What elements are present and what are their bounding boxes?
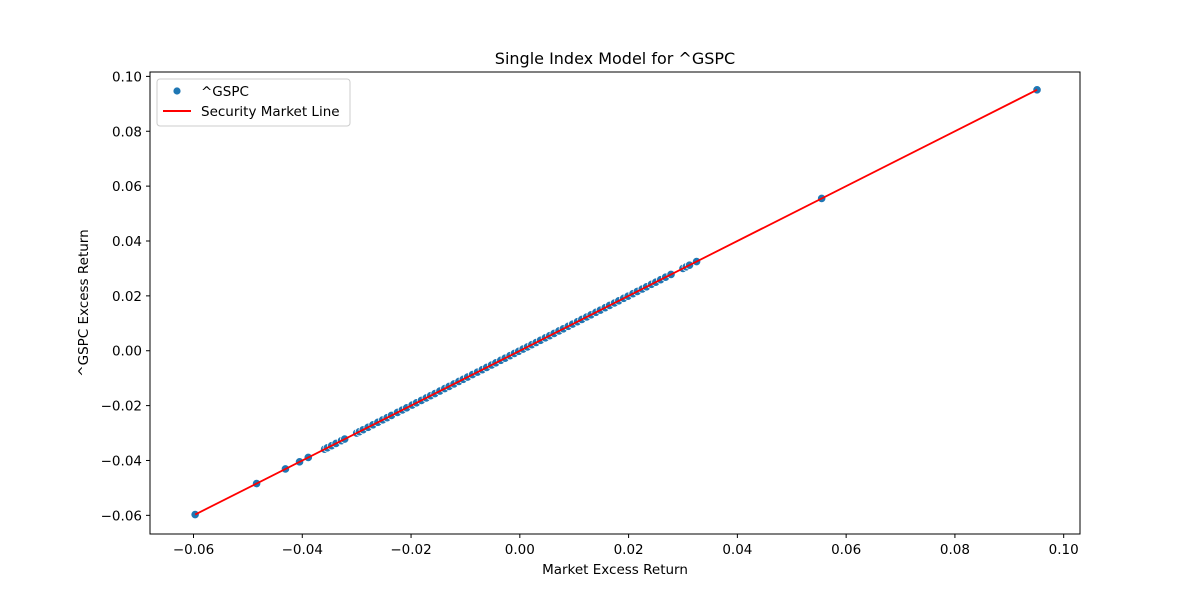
y-tick-label: 0.08: [112, 124, 142, 140]
y-tick-label: 0.00: [112, 344, 142, 360]
x-tick-label: −0.02: [390, 542, 431, 558]
x-tick-label: 0.06: [831, 542, 861, 558]
chart-title: Single Index Model for ^GSPC: [495, 49, 735, 68]
y-tick-label: −0.06: [101, 508, 142, 524]
legend-marker-gspc: [172, 86, 182, 96]
x-tick-label: 0.10: [1049, 542, 1079, 558]
legend-label-security-market-line: Security Market Line: [201, 104, 340, 120]
x-tick-label: 0.08: [940, 542, 970, 558]
x-tick-label: −0.06: [173, 542, 214, 558]
security-market-line: [194, 89, 1038, 516]
legend-box: [156, 78, 351, 127]
y-tick-label: 0.10: [112, 69, 142, 85]
scatter-point: [1032, 85, 1042, 95]
x-axis: −0.06 −0.04 −0.02 0.00 0.02 0.04 0.06 0.08 0.10: [173, 534, 1079, 558]
x-axis-label: Market Excess Return: [542, 562, 688, 578]
x-tick-label: −0.04: [282, 542, 323, 558]
x-tick-label: 0.00: [505, 542, 535, 558]
legend-label-gspc: ^GSPC: [201, 84, 249, 100]
legend: ^GSPC Security Market Line: [156, 78, 351, 127]
x-tick-label: 0.04: [722, 542, 752, 558]
x-tick-label: 0.02: [614, 542, 644, 558]
y-tick-label: 0.02: [112, 289, 142, 305]
y-axis: −0.06 −0.04 −0.02 0.00 0.02 0.04 0.06 0.08 0.10: [101, 69, 150, 524]
y-tick-label: −0.04: [101, 453, 142, 469]
y-tick-label: −0.02: [101, 399, 142, 415]
y-tick-label: 0.04: [112, 234, 142, 250]
y-tick-label: 0.06: [112, 179, 142, 195]
plot-marks: [190, 85, 1042, 520]
plot-frame: [149, 71, 1081, 535]
y-axis-label: ^GSPC Excess Return: [76, 229, 92, 376]
